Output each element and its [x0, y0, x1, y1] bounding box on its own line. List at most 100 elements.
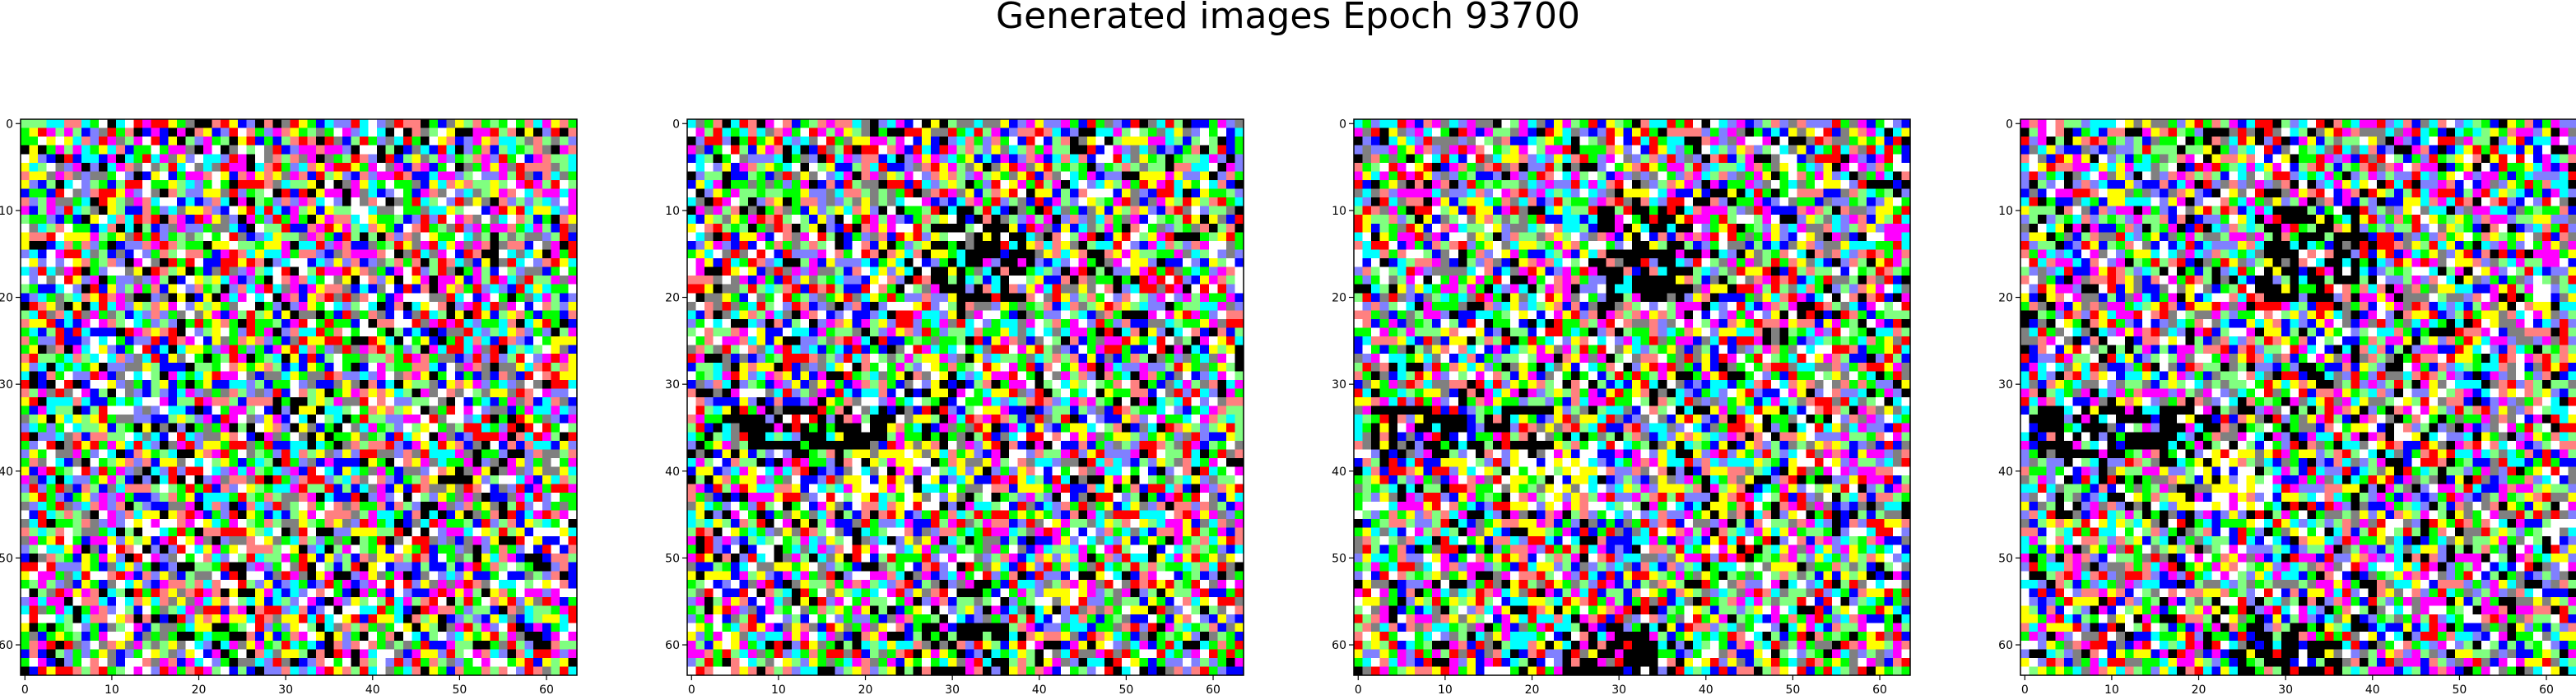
pixel — [1095, 188, 1105, 198]
pixel — [1147, 197, 1157, 206]
pixel — [316, 510, 325, 520]
pixel — [446, 596, 456, 606]
pixel — [774, 154, 783, 164]
pixel — [220, 623, 230, 632]
pixel — [394, 188, 404, 198]
pixel — [568, 623, 578, 632]
pixel — [46, 614, 56, 623]
pixel — [177, 405, 186, 415]
pixel — [368, 171, 378, 181]
x-tick-label: 30 — [278, 683, 293, 695]
pixel — [124, 336, 134, 345]
pixel — [290, 423, 300, 433]
pixel — [160, 415, 169, 424]
pixel — [307, 318, 317, 328]
pixel — [272, 579, 282, 589]
pixel — [974, 215, 983, 225]
pixel — [255, 518, 265, 528]
pixel — [394, 232, 404, 242]
pixel — [81, 657, 91, 667]
pixel — [490, 432, 500, 442]
pixel — [368, 127, 378, 137]
pixel — [229, 119, 239, 128]
pixel — [307, 397, 317, 406]
pixel — [524, 536, 534, 545]
pixel — [342, 623, 351, 632]
pixel — [90, 457, 100, 467]
pixel — [359, 623, 369, 632]
pixel — [168, 345, 178, 354]
pixel — [446, 666, 456, 676]
pixel — [895, 154, 905, 164]
pixel — [524, 232, 534, 242]
pixel — [568, 614, 578, 623]
pixel — [55, 293, 65, 303]
pixel — [316, 415, 325, 424]
pixel — [420, 640, 430, 650]
pixel — [99, 475, 108, 484]
pixel — [420, 632, 430, 642]
pixel — [116, 666, 126, 676]
pixel — [498, 301, 508, 311]
pixel — [446, 197, 456, 206]
pixel — [99, 266, 108, 276]
pixel — [481, 119, 491, 128]
pixel — [551, 588, 560, 598]
pixel — [307, 571, 317, 581]
pixel — [368, 240, 378, 250]
pixel — [21, 501, 30, 511]
pixel — [412, 397, 421, 406]
pixel — [368, 215, 378, 225]
pixel — [551, 310, 560, 320]
pixel — [263, 171, 273, 181]
pixel — [38, 657, 47, 667]
pixel — [107, 388, 117, 398]
pixel — [324, 605, 334, 615]
pixel — [342, 649, 351, 659]
pixel — [229, 327, 239, 337]
pixel — [202, 362, 212, 372]
pixel — [533, 493, 543, 503]
pixel — [412, 215, 421, 225]
pixel — [965, 188, 974, 198]
pixel — [551, 536, 560, 545]
pixel — [516, 501, 525, 511]
pixel — [1147, 119, 1157, 128]
pixel — [151, 475, 160, 484]
pixel — [420, 137, 430, 146]
pixel — [1000, 188, 1010, 198]
pixel — [739, 188, 749, 198]
pixel — [394, 432, 404, 442]
pixel — [177, 276, 186, 285]
pixel — [168, 588, 178, 598]
pixel — [420, 501, 430, 511]
pixel — [63, 179, 73, 189]
pixel — [524, 415, 534, 424]
pixel — [55, 536, 65, 545]
pixel — [420, 554, 430, 563]
pixel — [429, 215, 439, 225]
pixel — [124, 345, 134, 354]
pixel — [124, 544, 134, 554]
pixel — [377, 432, 386, 442]
pixel — [507, 284, 517, 294]
pixel — [124, 362, 134, 372]
pixel — [307, 632, 317, 642]
pixel — [394, 119, 404, 128]
pixel — [177, 466, 186, 476]
pixel — [542, 415, 551, 424]
pixel — [29, 432, 39, 442]
pixel — [194, 301, 204, 311]
pixel — [551, 266, 560, 276]
pixel — [238, 284, 247, 294]
pixel — [255, 554, 265, 563]
pixel — [878, 179, 888, 189]
pixel — [446, 397, 456, 406]
pixel — [747, 215, 757, 225]
pixel — [263, 310, 273, 320]
pixel — [904, 154, 914, 164]
pixel — [116, 179, 126, 189]
pixel — [194, 562, 204, 572]
pixel-grid — [687, 119, 1244, 676]
pixel — [490, 423, 500, 433]
